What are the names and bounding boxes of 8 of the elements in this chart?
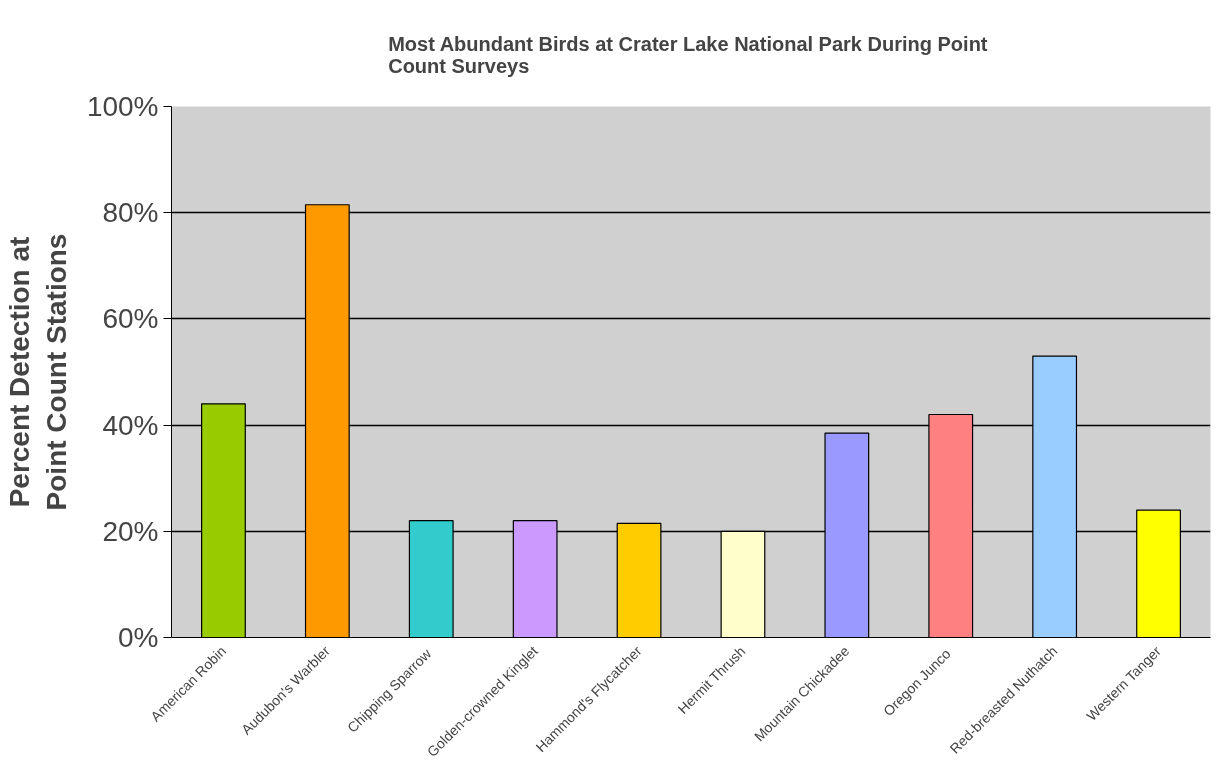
y-tick-label: 100% — [86, 91, 159, 122]
y-tick-label: 20% — [102, 515, 159, 547]
y-tick-label: 40% — [102, 409, 159, 441]
y-tick-label: 80% — [102, 197, 159, 229]
chart-title: Most Abundant Birds at Crater Lake National Park During Point Count Surveys — [388, 32, 988, 77]
y-tick-label: 60% — [102, 303, 159, 335]
y-tick-label: 0% — [118, 622, 159, 653]
y-axis-title: Percent Detection at Point Count Stations — [3, 233, 72, 511]
